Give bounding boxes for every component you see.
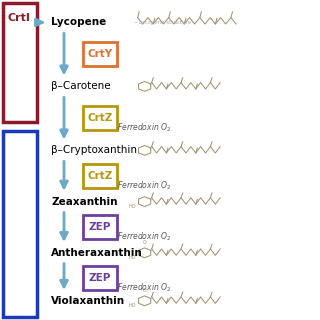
Text: β–Cryptoxanthin: β–Cryptoxanthin bbox=[51, 145, 137, 156]
Text: ~Lycopene structure~: ~Lycopene structure~ bbox=[134, 20, 196, 25]
Text: O: O bbox=[143, 240, 147, 245]
Text: Violaxanthin: Violaxanthin bbox=[51, 296, 125, 306]
Text: $\it{Ferredoxin}$ $O_2$: $\it{Ferredoxin}$ $O_2$ bbox=[117, 179, 171, 192]
Text: HO: HO bbox=[129, 255, 136, 260]
Text: HO: HO bbox=[129, 303, 136, 308]
Text: CrtI: CrtI bbox=[8, 13, 31, 23]
Text: Antheraxanthin: Antheraxanthin bbox=[51, 248, 143, 258]
FancyBboxPatch shape bbox=[83, 215, 117, 239]
Text: Lycopene: Lycopene bbox=[51, 17, 107, 28]
Text: Zeaxanthin: Zeaxanthin bbox=[51, 196, 118, 207]
Bar bbox=[3, 3, 37, 122]
FancyBboxPatch shape bbox=[83, 43, 117, 67]
Text: HO: HO bbox=[129, 204, 136, 209]
Text: β–Carotene: β–Carotene bbox=[51, 81, 111, 92]
Text: CrtY: CrtY bbox=[87, 49, 113, 60]
FancyBboxPatch shape bbox=[83, 266, 117, 291]
Text: O: O bbox=[143, 288, 147, 293]
FancyBboxPatch shape bbox=[83, 106, 117, 131]
Text: CrtZ: CrtZ bbox=[87, 171, 113, 181]
FancyBboxPatch shape bbox=[83, 164, 117, 188]
Bar bbox=[3, 131, 37, 317]
Text: $\it{Ferredoxin}$ $O_2$: $\it{Ferredoxin}$ $O_2$ bbox=[117, 282, 171, 294]
Text: $\it{Ferredoxin}$ $O_2$: $\it{Ferredoxin}$ $O_2$ bbox=[117, 230, 171, 243]
Text: $\it{Ferredoxin}$ $O_2$: $\it{Ferredoxin}$ $O_2$ bbox=[117, 122, 171, 134]
Text: ZEP: ZEP bbox=[89, 222, 111, 232]
Text: ZEP: ZEP bbox=[89, 273, 111, 284]
Text: CrtZ: CrtZ bbox=[87, 113, 113, 124]
